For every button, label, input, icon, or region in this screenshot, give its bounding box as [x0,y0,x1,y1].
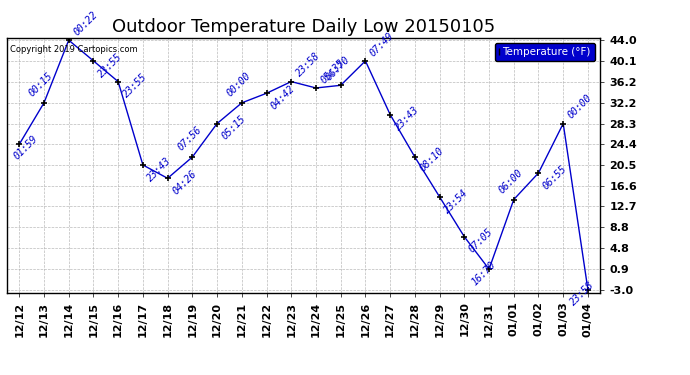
Text: 04:42: 04:42 [269,84,297,111]
Text: 07:05: 07:05 [467,227,495,255]
Text: 23:43: 23:43 [393,105,421,133]
Text: 00:22: 00:22 [72,9,99,38]
Text: 06:55: 06:55 [541,163,569,191]
Text: 00:00: 00:00 [566,93,594,121]
Text: 23:43: 23:43 [146,155,173,183]
Text: 08:10: 08:10 [417,146,446,174]
Text: 23:55: 23:55 [121,72,149,100]
Text: 06:00: 06:00 [497,168,525,195]
Text: 07:49: 07:49 [368,30,396,58]
Text: 00:15: 00:15 [28,71,55,99]
Text: 07:56: 07:56 [176,125,204,153]
Text: 06:70: 06:70 [324,55,352,82]
Text: 16:70: 16:70 [470,260,497,287]
Text: 23:58: 23:58 [294,51,322,79]
Title: Outdoor Temperature Daily Low 20150105: Outdoor Temperature Daily Low 20150105 [112,18,495,36]
Text: 23:58: 23:58 [569,280,596,308]
Text: 00:00: 00:00 [225,71,253,99]
Text: 01:59: 01:59 [12,133,40,161]
Text: 23:54: 23:54 [442,187,470,215]
Legend: Temperature (°F): Temperature (°F) [495,43,595,61]
Text: 23:55: 23:55 [96,51,124,79]
Text: 04:26: 04:26 [170,168,198,196]
Text: 05:15: 05:15 [220,114,248,142]
Text: 05:35: 05:35 [319,57,346,85]
Text: Copyright 2019 Cartopics.com: Copyright 2019 Cartopics.com [10,45,137,54]
